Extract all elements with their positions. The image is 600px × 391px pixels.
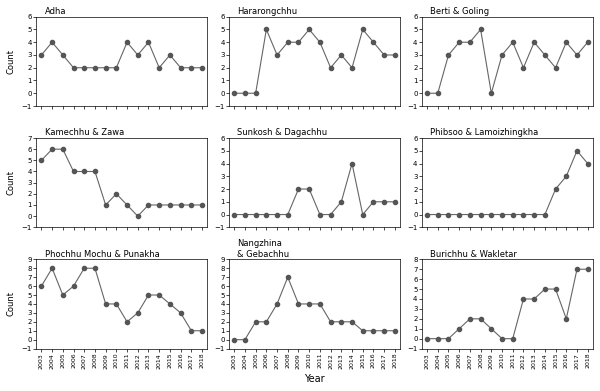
- Text: Sunkosh & Dagachhu: Sunkosh & Dagachhu: [238, 128, 328, 137]
- Text: Burichhu & Wakletar: Burichhu & Wakletar: [430, 249, 517, 258]
- Text: Nangzhina
& Gebachhu: Nangzhina & Gebachhu: [238, 239, 290, 258]
- Text: Adha: Adha: [44, 7, 66, 16]
- Y-axis label: Count: Count: [7, 49, 16, 74]
- Y-axis label: Count: Count: [7, 170, 16, 195]
- Text: Phibsoo & Lamoizhingkha: Phibsoo & Lamoizhingkha: [430, 128, 539, 137]
- Text: Hararongchhu: Hararongchhu: [238, 7, 298, 16]
- Text: Berti & Goling: Berti & Goling: [430, 7, 490, 16]
- X-axis label: Year: Year: [304, 374, 325, 384]
- Text: Phochhu Mochu & Punakha: Phochhu Mochu & Punakha: [44, 249, 160, 258]
- Text: Kamechhu & Zawa: Kamechhu & Zawa: [44, 128, 124, 137]
- Y-axis label: Count: Count: [7, 291, 16, 316]
